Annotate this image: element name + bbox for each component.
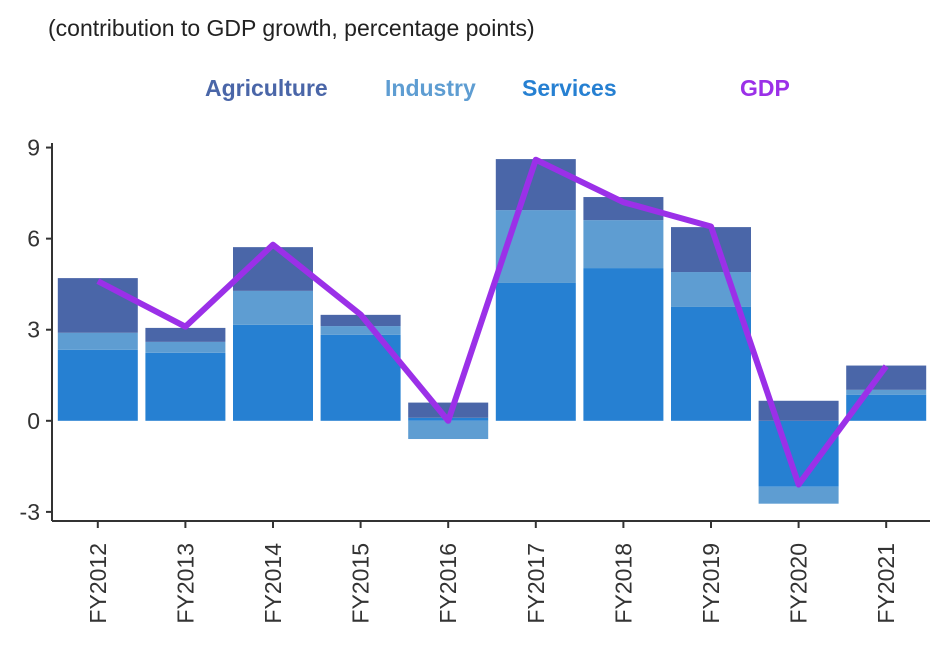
bar — [57, 278, 138, 333]
y-tick-label: -3 — [20, 499, 40, 525]
bar — [583, 268, 664, 421]
x-tick-label: FY2019 — [698, 543, 724, 624]
x-tick-label: FY2012 — [85, 543, 111, 624]
bar — [320, 326, 401, 335]
bar — [145, 341, 226, 353]
bar — [320, 314, 401, 327]
bar — [758, 400, 839, 421]
x-tick-label: FY2017 — [523, 543, 549, 624]
y-tick-label: 3 — [27, 317, 40, 343]
legend-label: GDP — [740, 75, 790, 101]
bar — [758, 486, 839, 504]
bar — [233, 324, 313, 421]
bar — [846, 389, 927, 395]
bar — [233, 290, 313, 325]
bar — [57, 349, 138, 421]
x-tick-label: FY2020 — [786, 543, 812, 624]
x-tick-label: FY2014 — [260, 543, 286, 624]
x-tick-label: FY2015 — [348, 543, 374, 624]
x-tick-label: FY2013 — [172, 543, 198, 624]
gdp-line — [96, 156, 889, 488]
y-tick-label: 6 — [27, 226, 40, 252]
bar — [408, 402, 489, 418]
x-tick-label: FY2016 — [435, 543, 461, 624]
y-tick-label: 0 — [27, 408, 40, 434]
bar — [671, 306, 751, 421]
bar — [495, 282, 576, 421]
bar — [57, 332, 138, 350]
x-tick-label: FY2021 — [873, 543, 899, 624]
x-tick-label: FY2018 — [610, 543, 636, 624]
legend-label: Services — [522, 75, 617, 101]
bar — [145, 327, 226, 342]
bar — [583, 220, 664, 269]
y-tick-label: 9 — [27, 135, 40, 161]
bar — [408, 420, 489, 440]
bar — [145, 352, 226, 421]
legend-label: Agriculture — [205, 75, 328, 101]
chart-title: (contribution to GDP growth, percentage … — [48, 15, 535, 41]
legend-label: Industry — [385, 75, 476, 101]
bar — [583, 197, 664, 221]
